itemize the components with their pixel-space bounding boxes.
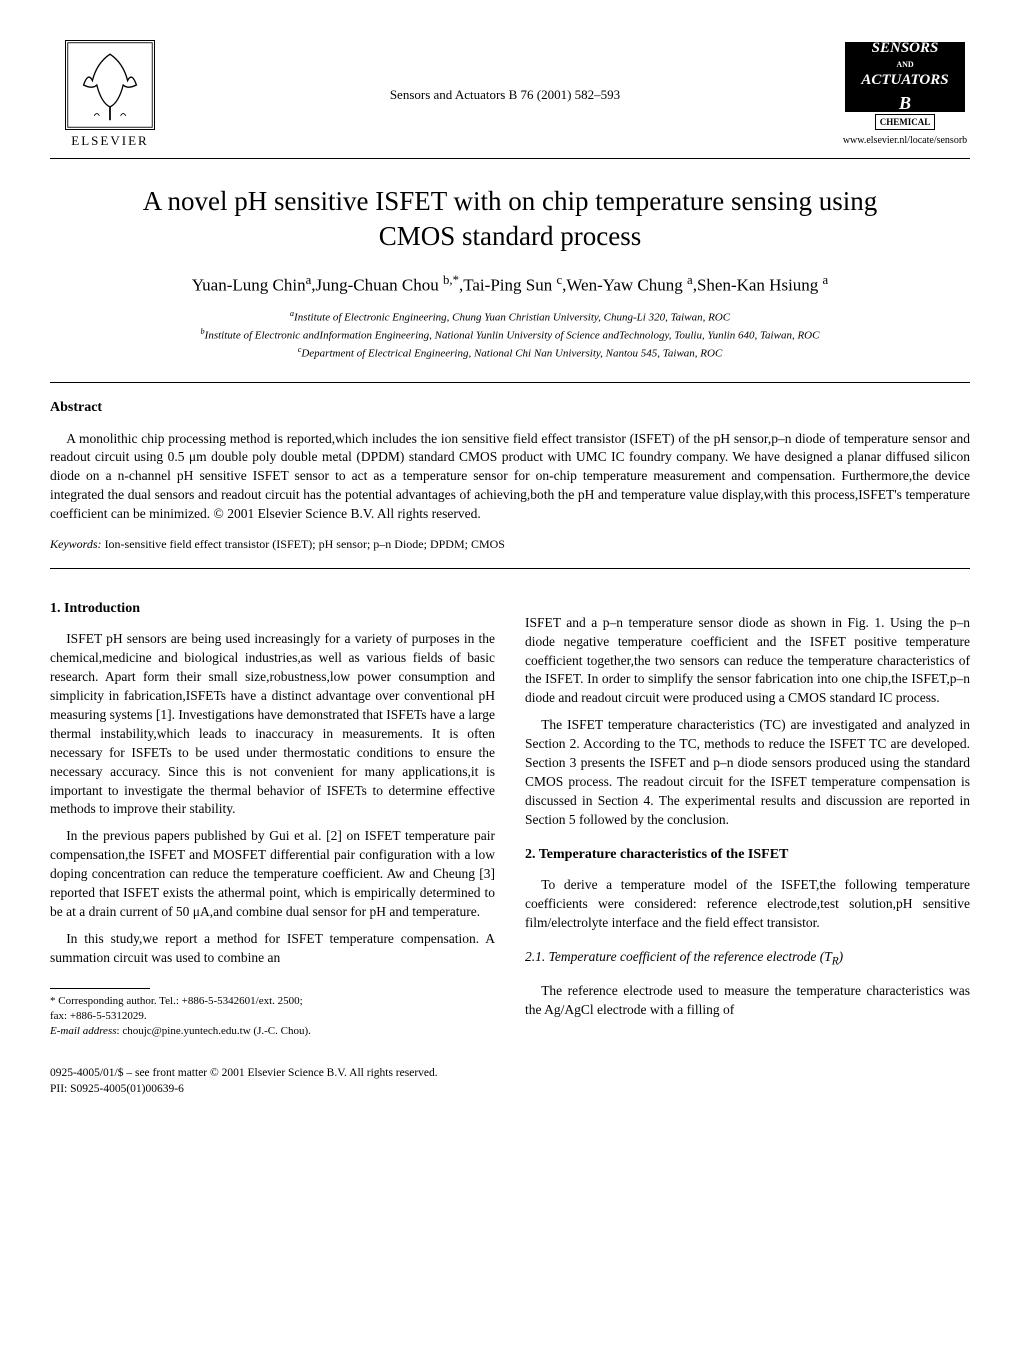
s1-para-1: ISFET pH sensors are being used increasi… <box>50 630 495 819</box>
s2-1-para-1: The reference electrode used to measure … <box>525 982 970 1020</box>
s1-para-3: In this study,we report a method for ISF… <box>50 930 495 968</box>
left-column: 1. Introduction ISFET pH sensors are bei… <box>50 584 495 1040</box>
keywords-label: Keywords: <box>50 537 102 551</box>
sensors-logo: SENSORS AND ACTUATORS B CHEMICAL www.els… <box>840 42 970 149</box>
authors: Yuan-Lung China,Jung-Chuan Chou b,*,Tai-… <box>50 272 970 297</box>
article-title: A novel pH sensitive ISFET with on chip … <box>110 184 910 254</box>
two-column-body: 1. Introduction ISFET pH sensors are bei… <box>50 584 970 1040</box>
keywords: Keywords: Ion-sensitive field effect tra… <box>50 536 970 553</box>
section-2-1-heading: 2.1. Temperature coefficient of the refe… <box>525 948 970 970</box>
abstract-text: A monolithic chip processing method is r… <box>50 430 970 524</box>
affiliation-c: cDepartment of Electrical Engineering, N… <box>50 344 970 362</box>
s1-para-2: In the previous papers published by Gui … <box>50 827 495 921</box>
elsevier-logo: ELSEVIER <box>50 40 170 150</box>
elsevier-tree-icon <box>65 40 155 130</box>
footer-line-2: PII: S0925-4005(01)00639-6 <box>50 1081 970 1097</box>
footer-line-1: 0925-4005/01/$ – see front matter © 2001… <box>50 1065 970 1081</box>
affiliations: aInstitute of Electronic Engineering, Ch… <box>50 308 970 362</box>
publisher-name: ELSEVIER <box>71 132 148 150</box>
abstract-rule-top <box>50 382 970 383</box>
www-link: www.elsevier.nl/locate/sensorb <box>843 134 967 148</box>
abstract-heading: Abstract <box>50 398 970 418</box>
email-line: E-mail address: choujc@pine.yuntech.edu.… <box>50 1024 495 1039</box>
footer: 0925-4005/01/$ – see front matter © 2001… <box>50 1065 970 1097</box>
top-rule <box>50 158 970 159</box>
s1-para-4: ISFET and a p–n temperature sensor diode… <box>525 614 970 708</box>
logo-line-1: SENSORS <box>872 38 939 59</box>
s2-para-1: To derive a temperature model of the ISF… <box>525 876 970 933</box>
right-column: ISFET and a p–n temperature sensor diode… <box>525 584 970 1040</box>
journal-reference: Sensors and Actuators B 76 (2001) 582–59… <box>170 86 840 104</box>
header-row: ELSEVIER Sensors and Actuators B 76 (200… <box>50 40 970 150</box>
keywords-content: Ion-sensitive field effect transistor (I… <box>102 537 505 551</box>
sensors-box: SENSORS AND ACTUATORS B <box>845 42 965 112</box>
section-2-heading: 2. Temperature characteristics of the IS… <box>525 845 970 865</box>
logo-b: B <box>899 91 911 116</box>
chemical-label: CHEMICAL <box>875 114 936 131</box>
footnote-block: * Corresponding author. Tel.: +886-5-534… <box>50 994 495 1040</box>
fax: fax: +886-5-5312029. <box>50 1009 495 1024</box>
email-value: : choujc@pine.yuntech.edu.tw (J.-C. Chou… <box>117 1025 311 1037</box>
affiliation-b: bInstitute of Electronic andInformation … <box>50 326 970 344</box>
s1-para-5: The ISFET temperature characteristics (T… <box>525 716 970 829</box>
affiliation-a: aInstitute of Electronic Engineering, Ch… <box>50 308 970 326</box>
footnote-rule <box>50 988 150 989</box>
section-1-heading: 1. Introduction <box>50 599 495 619</box>
logo-line-2: ACTUATORS <box>861 70 948 91</box>
corresponding-author: * Corresponding author. Tel.: +886-5-534… <box>50 994 495 1009</box>
email-label: E-mail address <box>50 1025 117 1037</box>
abstract-rule-bottom <box>50 568 970 569</box>
